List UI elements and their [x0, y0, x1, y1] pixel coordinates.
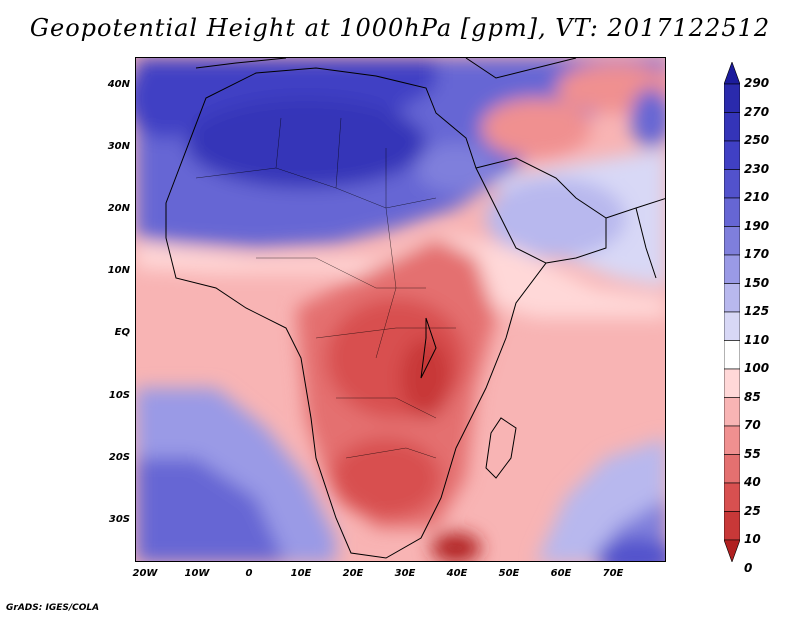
colorbar-label: 40 — [744, 475, 761, 489]
country-borders — [195, 117, 456, 459]
colorbar-label: 170 — [744, 247, 770, 261]
lat-label-10s: 10S — [108, 390, 130, 401]
map-title: Geopotential Height at 1000hPa [gpm], VT… — [29, 14, 771, 42]
colorbar-label: 190 — [744, 218, 770, 233]
lon-label-40e: 40E — [446, 568, 468, 579]
colorbar-label: 110 — [744, 332, 770, 347]
colorbar-label: 150 — [744, 275, 770, 290]
colorbar-cell — [724, 311, 740, 341]
colorbar-cell — [724, 140, 740, 170]
colorbar-label: 0 — [744, 560, 753, 575]
colorbar-label: 290 — [744, 76, 770, 90]
colorbar-label: 70 — [744, 418, 761, 432]
lon-label-10e: 10E — [290, 568, 312, 579]
lon-label-30e: 30E — [394, 568, 416, 579]
colorbar-label: 210 — [744, 190, 770, 204]
lon-label-10w: 10W — [184, 568, 210, 579]
colorbar-cells — [724, 62, 740, 562]
colorbar — [724, 62, 740, 562]
colorbar-label: 230 — [744, 161, 770, 176]
lon-label-20e: 20E — [342, 568, 364, 579]
colorbar-label: 250 — [744, 133, 770, 147]
colorbar-cell — [724, 83, 740, 113]
map-panel — [135, 57, 666, 562]
lat-label-eq: EQ — [114, 327, 130, 338]
lon-label-60e: 60E — [550, 568, 572, 579]
colorbar-cell — [724, 454, 740, 484]
colorbar-cell — [724, 112, 740, 142]
colorbar-label: 100 — [744, 361, 770, 375]
lat-label-20n: 20N — [107, 203, 130, 214]
colorbar-cell — [724, 425, 740, 455]
lon-label-0: 0 — [245, 568, 253, 579]
colorbar-label: 25 — [744, 503, 761, 518]
colorbar-cell — [724, 397, 740, 427]
colorbar-cell — [724, 169, 740, 199]
colorbar-cell — [724, 539, 740, 562]
grads-credit: GrADS: IGES/COLA — [6, 603, 100, 613]
lat-label-10n: 10N — [107, 265, 130, 276]
colorbar-cell — [724, 283, 740, 313]
colorbar-cell — [724, 62, 740, 85]
lat-label-30n: 30N — [107, 141, 130, 152]
height-field — [136, 58, 665, 561]
colorbar-label: 10 — [744, 532, 761, 546]
colorbar-cell — [724, 226, 740, 256]
lat-label-30s: 30S — [108, 514, 130, 525]
lon-label-50e: 50E — [498, 568, 520, 579]
lon-label-20w: 20W — [132, 568, 158, 579]
lat-label-20s: 20S — [108, 452, 130, 463]
colorbar-cell — [724, 368, 740, 398]
lat-label-40n: 40N — [107, 79, 130, 90]
lon-label-70e: 70E — [602, 568, 624, 579]
colorbar-cell — [724, 511, 740, 541]
colorbar-cell — [724, 482, 740, 512]
colorbar-label: 270 — [744, 104, 770, 119]
colorbar-label: 125 — [744, 304, 770, 318]
colorbar-cell — [724, 254, 740, 284]
colorbar-cell — [724, 197, 740, 227]
colorbar-label: 55 — [744, 446, 761, 461]
colorbar-label: 85 — [744, 389, 761, 404]
colorbar-cell — [724, 340, 740, 370]
coastlines — [165, 58, 665, 559]
